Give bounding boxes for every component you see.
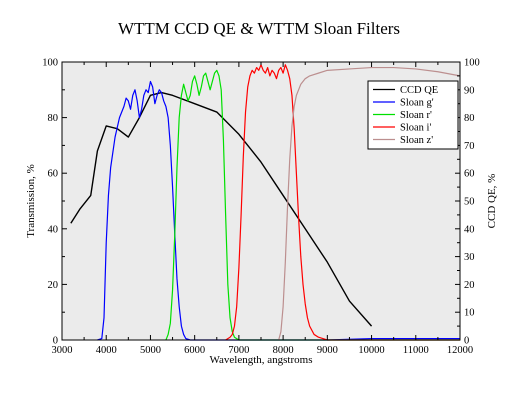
legend-label-2: Sloan r' — [400, 110, 432, 121]
y-tick-label-4: 80 — [48, 113, 59, 124]
y2-tick-label-0: 0 — [464, 336, 469, 347]
series-line-4 — [278, 66, 461, 341]
y-tick-label-5: 100 — [42, 58, 58, 69]
y2-tick-label-3: 30 — [464, 252, 475, 263]
series-layer — [70, 64, 461, 341]
y-tick-label-2: 40 — [48, 224, 59, 235]
y2-tick-label-2: 20 — [464, 280, 475, 291]
x-tick-label-4: 7000 — [228, 345, 249, 356]
y-tick-label-1: 20 — [48, 280, 59, 291]
x-tick-label-1: 4000 — [96, 345, 117, 356]
x-axis-label: Wavelength, angstroms — [210, 354, 313, 366]
y2-tick-label-6: 60 — [464, 169, 475, 180]
x-tick-label-7: 10000 — [358, 345, 384, 356]
legend-label-4: Sloan z' — [400, 135, 433, 146]
ticks-layer: 3000 4000 5000 6000 7000 8000 9000 10000 11000 12… — [42, 58, 480, 357]
y2-axis-label: CCD QE, % — [486, 174, 498, 229]
legend-label-3: Sloan i' — [400, 123, 431, 134]
x-tick-label-6: 9000 — [317, 345, 338, 356]
y2-tick-label-7: 70 — [464, 141, 475, 152]
legend: CCD QE Sloan g'Sloan r' Sloan i'Sloan z' — [367, 80, 459, 150]
y-tick-label-0: 0 — [53, 336, 58, 347]
series-line-0 — [70, 91, 373, 327]
legend-items: CCD QE Sloan g'Sloan r' Sloan i'Sloan z' — [373, 85, 438, 146]
x-tick-label-8: 11000 — [403, 345, 429, 356]
x-tick-label-0: 3000 — [52, 345, 73, 356]
x-tick-label-5: 8000 — [273, 345, 294, 356]
series-line-3 — [225, 64, 460, 341]
y2-tick-label-10: 100 — [464, 58, 480, 69]
x-tick-label-3: 6000 — [184, 345, 205, 356]
series-line-2 — [165, 69, 460, 341]
y2-tick-label-9: 90 — [464, 85, 475, 96]
y-axis-label: Transmission, % — [25, 164, 37, 238]
legend-label-0: CCD QE — [400, 85, 438, 96]
y2-tick-label-1: 10 — [464, 308, 475, 319]
y2-tick-label-8: 80 — [464, 113, 475, 124]
chart-title: WTTM CCD QE & WTTM Sloan Filters — [118, 19, 400, 38]
plot-frame — [61, 61, 461, 341]
y-tick-label-3: 60 — [48, 169, 59, 180]
x-tick-label-2: 5000 — [140, 345, 161, 356]
y2-tick-label-5: 50 — [464, 197, 475, 208]
legend-label-1: Sloan g' — [400, 98, 434, 109]
x-tick-label-9: 12000 — [447, 345, 473, 356]
y2-tick-label-4: 40 — [464, 224, 475, 235]
